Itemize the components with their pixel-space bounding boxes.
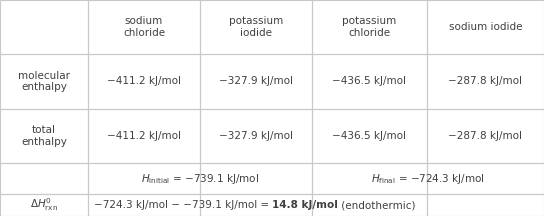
Text: −287.8 kJ/mol: −287.8 kJ/mol <box>448 76 522 86</box>
Text: −436.5 kJ/mol: −436.5 kJ/mol <box>332 76 406 86</box>
Text: −287.8 kJ/mol: −287.8 kJ/mol <box>448 131 522 141</box>
Text: 14.8 kJ/mol: 14.8 kJ/mol <box>273 200 338 210</box>
Text: potassium
chloride: potassium chloride <box>342 16 397 38</box>
Text: potassium
iodide: potassium iodide <box>229 16 283 38</box>
Text: $\Delta H^0_{\rm rxn}$: $\Delta H^0_{\rm rxn}$ <box>30 197 58 213</box>
Text: sodium
chloride: sodium chloride <box>123 16 165 38</box>
Text: molecular
enthalpy: molecular enthalpy <box>18 71 70 92</box>
Text: $\mathit{H}_{\rm final}$ = −724.3 kJ/mol: $\mathit{H}_{\rm final}$ = −724.3 kJ/mol <box>371 172 485 186</box>
Text: sodium iodide: sodium iodide <box>449 22 522 32</box>
Text: total
enthalpy: total enthalpy <box>21 125 67 147</box>
Text: −411.2 kJ/mol: −411.2 kJ/mol <box>107 76 181 86</box>
Text: −411.2 kJ/mol: −411.2 kJ/mol <box>107 131 181 141</box>
Text: −724.3 kJ/mol − −739.1 kJ/mol =: −724.3 kJ/mol − −739.1 kJ/mol = <box>94 200 273 210</box>
Text: (endothermic): (endothermic) <box>338 200 416 210</box>
Text: −327.9 kJ/mol: −327.9 kJ/mol <box>219 131 293 141</box>
Text: −327.9 kJ/mol: −327.9 kJ/mol <box>219 76 293 86</box>
Text: −436.5 kJ/mol: −436.5 kJ/mol <box>332 131 406 141</box>
Text: $\mathit{H}_{\rm initial}$ = −739.1 kJ/mol: $\mathit{H}_{\rm initial}$ = −739.1 kJ/m… <box>141 172 259 186</box>
